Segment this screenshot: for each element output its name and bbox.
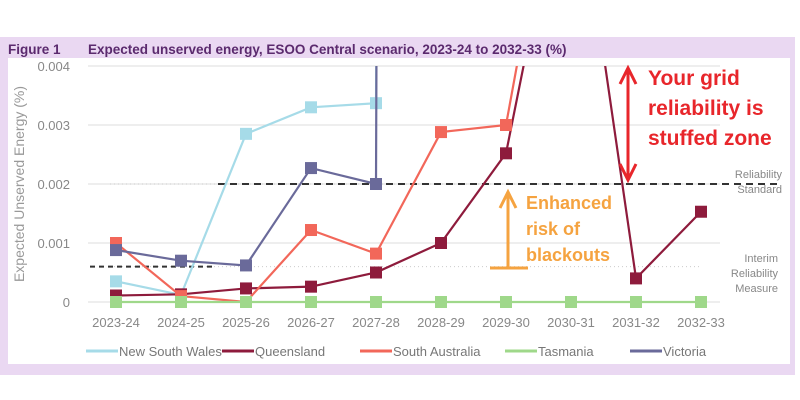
chart-title: Expected unserved energy, ESOO Central s… [88,42,567,57]
red-annotation-text: Your grid reliability is stuffed zone [648,67,772,150]
orange-annotation-text: Enhanced risk of blackouts [526,193,613,265]
figure-header: Figure 1 Expected unserved energy, ESOO C… [8,42,566,58]
figure-label: Figure 1 [8,42,61,57]
